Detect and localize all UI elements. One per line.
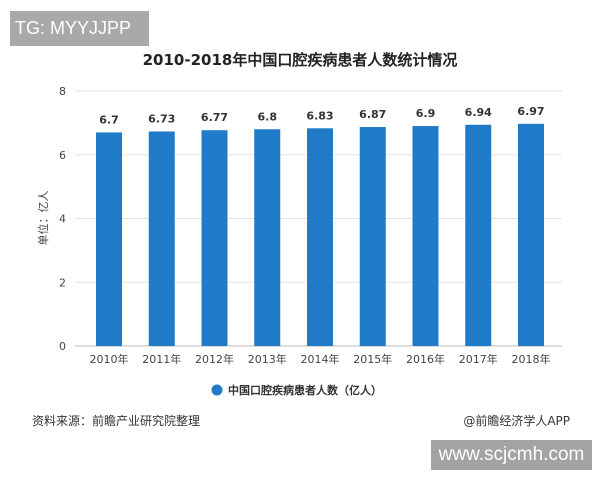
credit-note: @前瞻经济学人APP xyxy=(463,414,570,428)
overlay-label-bottom: www.scjcmh.com xyxy=(431,440,592,470)
x-tick-label: 2015年 xyxy=(353,352,392,366)
legend-marker xyxy=(211,384,223,396)
x-tick-label: 2010年 xyxy=(90,352,129,366)
data-label: 6.87 xyxy=(359,108,386,121)
x-tick-label: 2014年 xyxy=(301,352,340,366)
legend-label: 中国口腔疾病患者人数（亿人） xyxy=(228,383,382,397)
chart-title: 2010-2018年中国口腔疾病患者人数统计情况 xyxy=(142,51,458,69)
y-tick-label: 6 xyxy=(59,149,66,162)
bar xyxy=(412,126,439,346)
x-tick-label: 2017年 xyxy=(459,352,498,366)
data-label: 6.94 xyxy=(465,106,492,119)
bar xyxy=(307,128,333,346)
bar xyxy=(96,132,122,346)
y-axis-label: 单位：亿人 xyxy=(36,191,50,246)
bar xyxy=(201,130,228,346)
data-label: 6.8 xyxy=(258,110,278,123)
data-label: 6.83 xyxy=(306,109,333,122)
y-tick-label: 0 xyxy=(59,340,66,353)
bar xyxy=(465,124,492,346)
x-tick-label: 2016年 xyxy=(406,352,445,366)
overlay-label-top: TG: MYYJJPP xyxy=(10,11,149,46)
data-label: 6.7 xyxy=(99,113,119,126)
y-tick-label: 8 xyxy=(59,85,66,98)
bar xyxy=(359,127,386,346)
x-tick-label: 2013年 xyxy=(248,352,287,366)
data-label: 6.77 xyxy=(201,111,228,124)
source-note: 资料来源：前瞻产业研究院整理 xyxy=(32,414,201,428)
x-tick-label: 2018年 xyxy=(512,352,551,366)
data-label: 6.97 xyxy=(517,105,544,118)
x-tick-label: 2011年 xyxy=(142,352,181,366)
data-label: 6.9 xyxy=(416,107,436,120)
y-tick-label: 4 xyxy=(59,213,66,226)
bar xyxy=(148,131,175,346)
y-tick-label: 2 xyxy=(59,276,66,289)
bar xyxy=(254,129,281,346)
data-label: 6.73 xyxy=(148,112,175,125)
bar xyxy=(518,123,544,346)
x-tick-label: 2012年 xyxy=(195,352,234,366)
